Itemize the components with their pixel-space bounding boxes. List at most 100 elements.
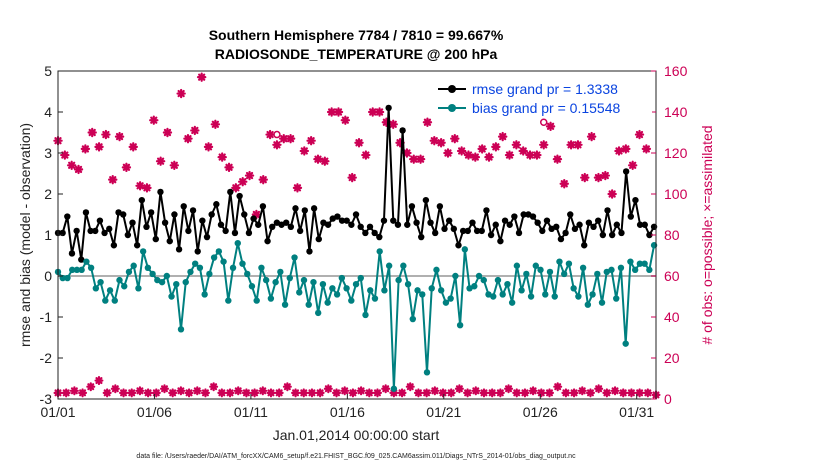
x-tick-label: 01/31 bbox=[619, 404, 654, 420]
rmse-point bbox=[515, 229, 523, 237]
obs-low-point bbox=[397, 388, 407, 398]
bias-point bbox=[272, 278, 279, 286]
bias-point bbox=[210, 254, 218, 261]
obs-assimilated-point bbox=[491, 142, 501, 152]
obs-assimilated-point bbox=[586, 131, 597, 142]
rmse-point bbox=[296, 227, 304, 235]
bias-point bbox=[187, 268, 194, 276]
rmse-point bbox=[380, 217, 388, 224]
obs-low-point bbox=[471, 386, 481, 396]
bias-point bbox=[125, 268, 133, 276]
bias-point bbox=[461, 246, 469, 253]
bias-point bbox=[352, 281, 360, 288]
bias-point bbox=[513, 262, 521, 269]
obs-assimilated-point bbox=[326, 107, 337, 117]
rmse-point bbox=[106, 225, 113, 233]
rmse-point bbox=[203, 233, 211, 241]
rmse-point bbox=[68, 250, 76, 257]
obs-low-point bbox=[151, 388, 161, 398]
rmse-point bbox=[92, 227, 99, 235]
rmse-point bbox=[338, 217, 346, 224]
bias-point bbox=[92, 285, 100, 292]
obs-low-point bbox=[192, 386, 202, 396]
rmse-point bbox=[250, 215, 257, 222]
obs-low-point bbox=[225, 388, 235, 398]
rmse-point bbox=[534, 219, 541, 226]
obs-assimilated-point bbox=[320, 156, 330, 166]
obs-low-point bbox=[102, 388, 112, 398]
obs-low-point bbox=[372, 388, 382, 398]
bias-point bbox=[395, 276, 402, 284]
y-axis-label-right: # of obs: o=possible; ×=assimilated bbox=[699, 125, 715, 344]
rmse-point bbox=[352, 211, 360, 218]
rmse-point bbox=[641, 221, 648, 228]
right-tick-label: 100 bbox=[664, 186, 688, 202]
rmse-point bbox=[96, 217, 104, 224]
bias-point bbox=[163, 272, 171, 280]
obs-assimilated-point bbox=[518, 146, 528, 156]
obs-assimilated-point bbox=[511, 140, 522, 150]
rmse-point bbox=[478, 227, 485, 235]
rmse-point bbox=[110, 242, 118, 249]
obs-low-series bbox=[53, 376, 661, 400]
rmse-point bbox=[529, 213, 537, 220]
legend-rmse-marker bbox=[448, 85, 456, 93]
rmse-point bbox=[143, 223, 150, 230]
obs-low-point bbox=[143, 388, 153, 398]
bias-point bbox=[584, 301, 592, 308]
rmse-point bbox=[166, 237, 173, 245]
rmse-point bbox=[208, 211, 215, 218]
right-tick-label: 140 bbox=[664, 104, 688, 120]
obs-assimilated-point bbox=[94, 142, 104, 152]
obs-assimilated-point bbox=[149, 115, 159, 125]
obs-low-point bbox=[553, 382, 563, 392]
obs-low-point bbox=[168, 388, 178, 398]
bias-point bbox=[560, 270, 568, 278]
right-tick-label: 40 bbox=[664, 309, 680, 325]
obs-assimilated-point bbox=[456, 146, 467, 156]
rmse-point bbox=[227, 188, 234, 196]
obs-low-point bbox=[643, 388, 653, 398]
bias-point bbox=[291, 254, 298, 261]
bias-point bbox=[267, 295, 275, 302]
bias-point bbox=[196, 264, 204, 271]
obs-assimilated-point bbox=[313, 154, 323, 164]
rmse-point bbox=[138, 196, 146, 204]
bias-point bbox=[173, 281, 180, 288]
bias-point bbox=[622, 340, 629, 347]
obs-assimilated-point bbox=[333, 107, 344, 117]
rmse-point bbox=[199, 217, 206, 224]
rmse-point bbox=[185, 227, 192, 235]
legend-bias-label: bias grand pr = 0.15548 bbox=[472, 100, 620, 116]
bias-point bbox=[248, 283, 256, 290]
bias-point bbox=[508, 299, 516, 306]
rmse-point bbox=[315, 235, 322, 243]
obs-low-point bbox=[561, 388, 571, 398]
rmse-point bbox=[436, 203, 444, 210]
obs-assimilated-point bbox=[415, 154, 426, 164]
bias-point bbox=[215, 248, 223, 255]
rmse-point bbox=[189, 207, 197, 214]
rmse-point bbox=[324, 221, 332, 228]
obs-low-point bbox=[184, 388, 194, 398]
rmse-point bbox=[557, 235, 565, 243]
bias-point bbox=[262, 276, 270, 284]
obs-low-point bbox=[258, 386, 268, 396]
rmse-point bbox=[604, 207, 611, 214]
bias-point bbox=[111, 297, 118, 304]
obs-low-point bbox=[569, 388, 579, 398]
obs-assimilated-point bbox=[169, 160, 180, 170]
right-tick-label: 60 bbox=[664, 268, 680, 284]
bias-point bbox=[64, 274, 71, 282]
rmse-point bbox=[585, 219, 593, 226]
rmse-point bbox=[553, 223, 560, 230]
rmse-point bbox=[627, 213, 634, 220]
obs-assimilated-point bbox=[60, 150, 70, 160]
obs-assimilated-point bbox=[607, 189, 617, 199]
obs-low-point bbox=[323, 384, 333, 394]
obs-assimilated-point bbox=[155, 156, 166, 166]
rmse-point bbox=[147, 209, 155, 216]
bias-point bbox=[78, 266, 85, 274]
bias-point bbox=[102, 297, 109, 304]
obs-assimilated-point bbox=[614, 146, 624, 156]
